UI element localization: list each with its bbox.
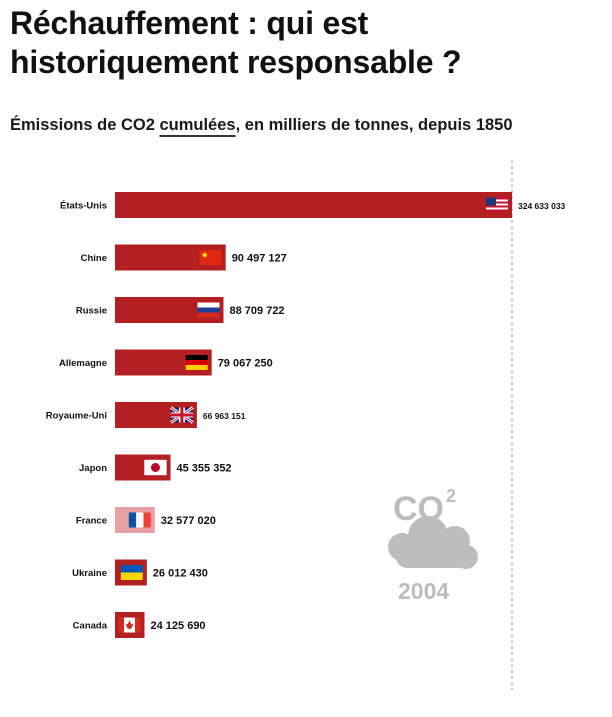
value-label: 90 497 127 bbox=[232, 253, 287, 265]
value-label: 88 709 722 bbox=[230, 305, 285, 317]
flag-canada-icon bbox=[118, 617, 141, 633]
category-label: Canada bbox=[73, 621, 108, 632]
category-label: France bbox=[76, 516, 107, 527]
co2-logo-text: CO bbox=[393, 490, 444, 528]
flag-uk-icon bbox=[170, 406, 194, 424]
value-label: 24 125 690 bbox=[151, 620, 206, 632]
value-label: 324 633 033 bbox=[518, 201, 566, 211]
value-label: 45 355 352 bbox=[177, 463, 232, 475]
co2-cloud-logo: CO 2 2004 bbox=[388, 486, 478, 604]
category-label: Allemagne bbox=[59, 358, 107, 369]
flag-usa-icon bbox=[486, 197, 508, 212]
subtitle-prefix: Émissions de CO2 bbox=[10, 116, 160, 134]
flag-china-icon bbox=[199, 250, 222, 265]
category-label: Royaume-Uni bbox=[46, 411, 107, 422]
chart-title: Réchauffement : qui est historiquement r… bbox=[10, 5, 462, 81]
subtitle-emphasis: cumulées bbox=[159, 116, 236, 134]
value-label: 26 012 430 bbox=[153, 568, 208, 580]
category-label: Japon bbox=[79, 463, 107, 474]
flag-russia-icon bbox=[197, 302, 220, 318]
value-label: 32 577 020 bbox=[161, 515, 216, 527]
flag-germany-icon bbox=[185, 355, 208, 370]
chart-subtitle: Émissions de CO2 cumulées, en milliers d… bbox=[10, 116, 513, 135]
co2-logo-superscript: 2 bbox=[446, 486, 456, 506]
value-label: 66 963 151 bbox=[203, 411, 246, 421]
category-label: États-Unis bbox=[60, 201, 107, 212]
subtitle-suffix: , en milliers de tonnes, depuis 1850 bbox=[235, 116, 513, 134]
category-label: Russie bbox=[76, 306, 107, 317]
flag-france-icon bbox=[128, 512, 151, 528]
category-label: Chine bbox=[81, 253, 107, 264]
flag-japan-icon bbox=[144, 459, 167, 476]
co2-logo-year: 2004 bbox=[398, 578, 449, 604]
category-label: Ukraine bbox=[72, 568, 107, 579]
value-label: 79 067 250 bbox=[218, 358, 273, 370]
bars-layer: États-Unis 324 633 033 Chine 90 497 127 Russ… bbox=[46, 192, 566, 638]
bar bbox=[115, 192, 512, 218]
flag-ukraine-icon bbox=[120, 565, 143, 580]
cloud-icon bbox=[388, 516, 478, 569]
